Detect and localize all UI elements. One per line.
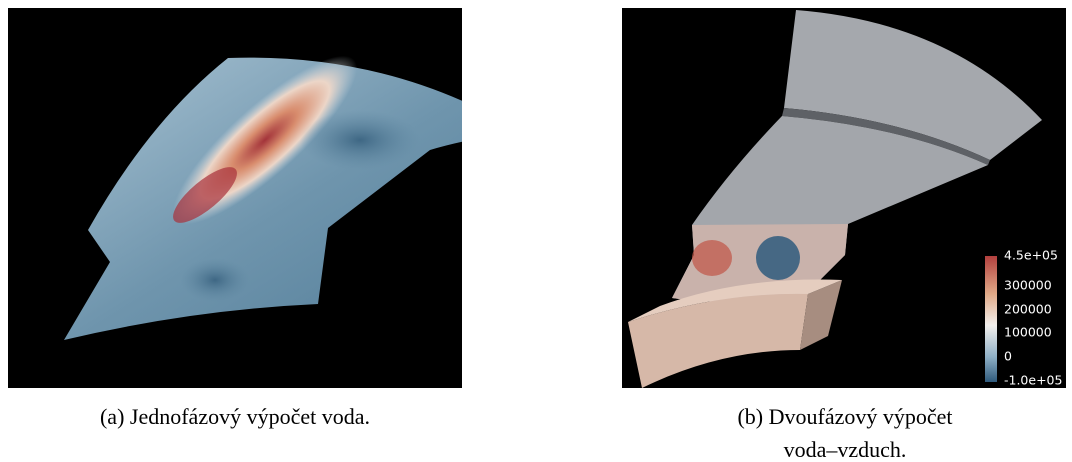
- colorbar-label: 300000: [1004, 278, 1052, 293]
- caption: (a) Jednofázový výpočet voda.: [100, 404, 370, 429]
- low-pressure: [180, 258, 250, 302]
- low-pressure: [300, 110, 420, 170]
- page: 1.3e+06 1.00e+6 7.50e+5 5.00e+5 2.50e+5 …: [0, 0, 1072, 462]
- colorbar-title: Pressure (Pa): [559, 277, 574, 359]
- panel-b: 4.5e+05 300000 200000 100000 0 -1.0e+05 …: [622, 8, 1072, 388]
- caption: voda–vzduch.: [784, 437, 907, 462]
- colorbar-label: 4.5e+05: [1004, 248, 1058, 263]
- figure: 1.3e+06 1.00e+6 7.50e+5 5.00e+5 2.50e+5 …: [0, 0, 1072, 462]
- high-pressure: [692, 240, 732, 276]
- colorbar-label: 0: [1004, 349, 1012, 364]
- colorbar-label: 0.0e+00: [490, 373, 544, 388]
- colorbar: [985, 256, 997, 382]
- colorbar-label: 1.00e+6: [490, 273, 544, 288]
- caption: (b) Dvoufázový výpočet: [737, 404, 952, 429]
- low-pressure: [756, 236, 800, 280]
- colorbar-label: 5.00e+5: [490, 323, 544, 338]
- colorbar-title: Pressure (Pa): [1064, 277, 1072, 359]
- panel-a: 1.3e+06 1.00e+6 7.50e+5 5.00e+5 2.50e+5 …: [8, 8, 574, 388]
- colorbar-label: 1.3e+06: [490, 248, 544, 263]
- colorbar: [470, 256, 482, 382]
- colorbar-label: 7.50e+5: [490, 298, 544, 313]
- colorbar-label: 100000: [1004, 325, 1052, 340]
- colorbar-label: -1.0e+05: [1004, 373, 1062, 388]
- colorbar-label: 2.50e+5: [490, 348, 544, 363]
- colorbar-label: 200000: [1004, 302, 1052, 317]
